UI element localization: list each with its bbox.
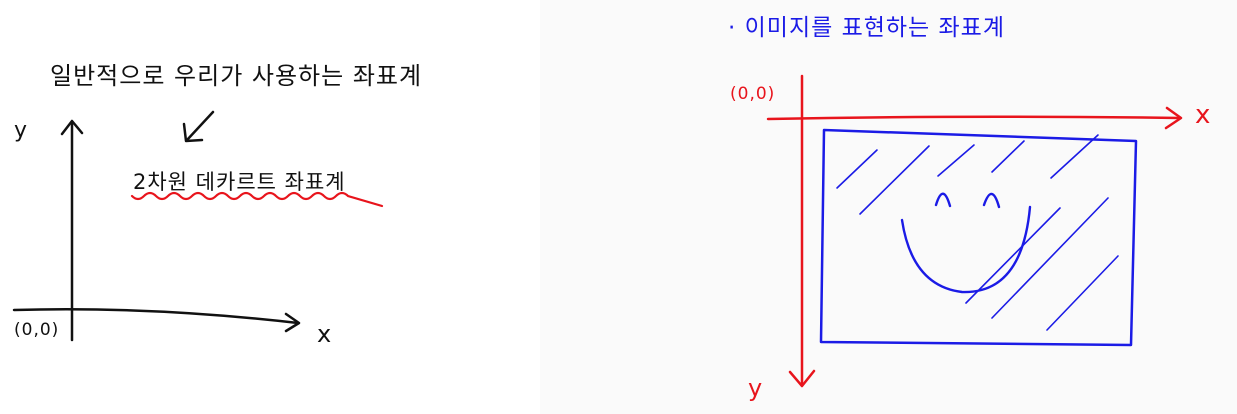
image-coordinate-diagram	[766, 74, 1183, 388]
image-coordinate-heading: · 이미지를 표현하는 좌표계	[728, 15, 1006, 41]
red-underline	[130, 191, 384, 208]
cartesian-x-axis	[12, 307, 300, 325]
smiley-right-eye	[982, 192, 1001, 209]
smiley-left-eye	[934, 192, 952, 208]
image-y-label: y	[748, 374, 764, 402]
pointer-arrow	[185, 110, 215, 142]
image-origin-label: (0,0)	[730, 84, 776, 104]
image-x-axis	[766, 115, 1182, 121]
cartesian-x-label: x	[317, 320, 333, 348]
image-y-arrowhead	[788, 369, 816, 388]
image-x-label: x	[1195, 100, 1212, 130]
cartesian-heading: 일반적으로 우리가 사용하는 좌표계	[50, 62, 423, 90]
image-hatching	[836, 134, 1119, 331]
cartesian-y-label: y	[14, 118, 29, 143]
image-x-arrowhead	[1164, 106, 1183, 130]
image-coordinate-panel: · 이미지를 표현하는 좌표계 (0,0) x y	[540, 0, 1237, 414]
cartesian-y-arrowhead	[60, 119, 84, 136]
cartesian-diagram	[12, 110, 384, 342]
cartesian-system-label: 2차원 데카르트 좌표계	[133, 170, 346, 194]
image-frame	[819, 128, 1138, 347]
pointer-arrowhead	[182, 122, 204, 143]
smiley-mouth	[900, 205, 1032, 294]
cartesian-origin-label: (0,0)	[14, 320, 60, 340]
cartesian-x-arrowhead	[284, 312, 301, 333]
cartesian-panel: 일반적으로 우리가 사용하는 좌표계 y x (0,0) 2차원 데카르트 좌표…	[0, 0, 430, 414]
